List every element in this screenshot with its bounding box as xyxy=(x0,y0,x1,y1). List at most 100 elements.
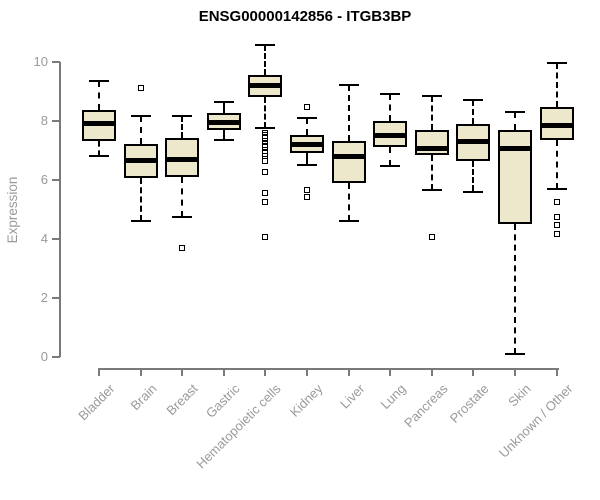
y-axis-tick xyxy=(52,119,60,122)
lower-whisker-cap-skin xyxy=(505,352,525,355)
outlier-point-hematopoietic-cells xyxy=(262,189,269,196)
median-breast xyxy=(165,156,200,162)
median-kidney xyxy=(290,141,324,147)
lower-whisker-skin xyxy=(514,223,516,354)
upper-whisker-skin xyxy=(514,111,516,130)
upper-whisker-pancreas xyxy=(430,95,433,130)
x-axis-tick xyxy=(306,369,308,376)
median-hematopoietic-cells xyxy=(248,82,283,88)
upper-whisker-cap-kidney xyxy=(297,116,317,119)
upper-whisker-unknown-other xyxy=(555,63,558,108)
lower-whisker-cap-breast xyxy=(172,215,193,218)
lower-whisker-cap-prostate xyxy=(463,190,484,193)
chart-title: ENSG00000142856 - ITGB3BP xyxy=(198,8,412,25)
y-axis-tick xyxy=(52,296,60,299)
lower-whisker-cap-brain xyxy=(130,220,151,222)
x-axis-tick xyxy=(139,369,142,376)
upper-whisker-cap-skin xyxy=(505,110,525,113)
median-lung xyxy=(373,132,408,138)
median-unknown-other xyxy=(539,122,574,128)
x-axis-tick xyxy=(181,369,184,376)
upper-whisker-breast xyxy=(181,116,184,139)
outlier-point-brain xyxy=(137,85,144,92)
y-axis-tick xyxy=(52,60,60,63)
lower-whisker-cap-bladder xyxy=(89,155,109,158)
upper-whisker-cap-brain xyxy=(130,115,151,118)
upper-whisker-cap-bladder xyxy=(89,79,109,82)
lower-whisker-unknown-other xyxy=(555,139,558,189)
y-tick-label: 2 xyxy=(40,289,48,305)
lower-whisker-cap-gastric xyxy=(213,138,234,141)
y-tick-label: 10 xyxy=(33,53,48,69)
lower-whisker-lung xyxy=(389,147,392,167)
y-tick-label: 6 xyxy=(40,171,48,187)
lower-whisker-cap-hematopoietic-cells xyxy=(255,127,276,130)
outlier-point-pancreas xyxy=(428,234,435,241)
lower-whisker-bladder xyxy=(98,141,100,157)
upper-whisker-gastric xyxy=(222,101,225,114)
outlier-point-hematopoietic-cells xyxy=(262,157,269,164)
y-tick-label: 0 xyxy=(40,348,48,364)
x-axis-tick xyxy=(264,369,267,376)
x-axis-line xyxy=(98,368,559,370)
upper-whisker-bladder xyxy=(98,80,100,111)
upper-whisker-cap-prostate xyxy=(463,99,484,102)
upper-whisker-hematopoietic-cells xyxy=(264,45,267,75)
outlier-point-kidney xyxy=(304,104,310,111)
lower-whisker-hematopoietic-cells xyxy=(264,97,267,129)
lower-whisker-liver xyxy=(347,182,350,221)
x-axis-tick xyxy=(472,369,475,376)
median-prostate xyxy=(456,138,491,144)
upper-whisker-cap-gastric xyxy=(213,100,234,103)
upper-whisker-lung xyxy=(389,94,392,121)
upper-whisker-brain xyxy=(139,116,142,145)
y-axis-tick xyxy=(52,355,60,358)
outlier-point-unknown-other xyxy=(553,222,560,229)
y-tick-label: 8 xyxy=(40,112,48,128)
x-axis-tick xyxy=(389,369,392,376)
outlier-point-kidney xyxy=(304,194,310,201)
lower-whisker-breast xyxy=(181,176,184,217)
y-tick-label: 4 xyxy=(40,230,48,246)
lower-whisker-kidney xyxy=(306,153,308,165)
y-axis-tick xyxy=(52,237,60,240)
median-liver xyxy=(331,153,366,159)
upper-whisker-liver xyxy=(347,85,350,142)
lower-whisker-gastric xyxy=(222,129,225,140)
median-gastric xyxy=(206,119,241,125)
lower-whisker-cap-liver xyxy=(338,220,359,222)
median-pancreas xyxy=(414,146,449,152)
median-bladder xyxy=(82,121,116,127)
upper-whisker-cap-pancreas xyxy=(421,94,442,97)
upper-whisker-cap-liver xyxy=(338,84,359,87)
outlier-point-hematopoietic-cells xyxy=(262,169,269,176)
median-brain xyxy=(123,158,158,164)
outlier-point-unknown-other xyxy=(553,198,560,205)
x-axis-tick xyxy=(555,369,558,376)
x-axis-tick xyxy=(222,369,225,376)
outlier-point-hematopoietic-cells xyxy=(262,198,269,205)
upper-whisker-prostate xyxy=(472,100,475,124)
lower-whisker-cap-lung xyxy=(380,165,401,168)
x-axis-tick xyxy=(98,369,100,376)
outlier-point-unknown-other xyxy=(553,213,560,220)
upper-whisker-cap-breast xyxy=(172,115,193,118)
upper-whisker-cap-lung xyxy=(380,93,401,96)
box-liver xyxy=(331,141,366,183)
lower-whisker-brain xyxy=(139,178,142,221)
y-axis-line xyxy=(59,61,61,357)
outlier-point-hematopoietic-cells xyxy=(262,234,269,241)
x-axis-tick xyxy=(347,369,350,376)
outlier-point-breast xyxy=(179,244,186,251)
lower-whisker-pancreas xyxy=(430,154,433,191)
box-skin xyxy=(498,129,532,224)
upper-whisker-cap-unknown-other xyxy=(546,62,567,65)
lower-whisker-cap-unknown-other xyxy=(546,187,567,190)
lower-whisker-cap-pancreas xyxy=(421,189,442,192)
lower-whisker-cap-kidney xyxy=(297,163,317,166)
x-axis-tick xyxy=(514,369,516,376)
x-axis-tick xyxy=(430,369,433,376)
median-skin xyxy=(498,146,532,152)
